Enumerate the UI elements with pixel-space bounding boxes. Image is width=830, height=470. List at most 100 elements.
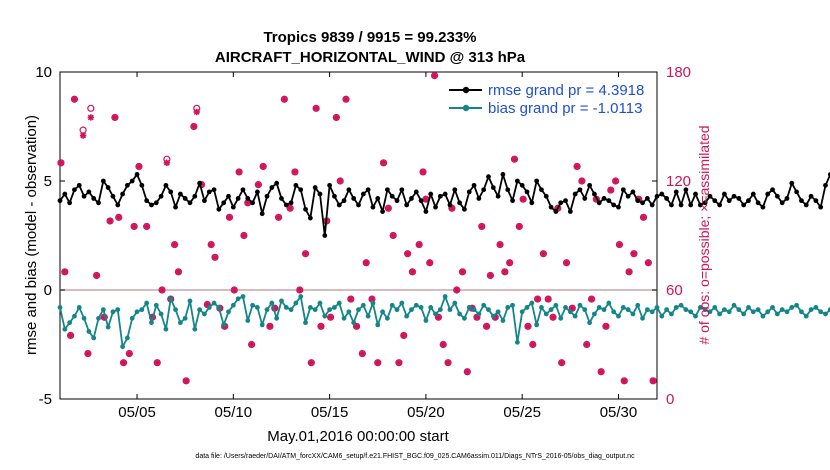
rmse-point <box>774 193 780 199</box>
bias-point <box>649 309 655 315</box>
bias-point <box>177 320 183 326</box>
rmse-point <box>746 198 751 204</box>
bias-point <box>312 307 318 313</box>
count-assimilated-marker <box>266 323 274 330</box>
rmse-point <box>524 189 530 195</box>
rmse-point <box>182 196 188 201</box>
count-assimilated-stroke <box>520 196 527 203</box>
count-assimilated-stroke <box>534 296 541 303</box>
bias-point <box>659 313 665 319</box>
count-assimilated-marker <box>342 96 350 103</box>
count-assimilated-stroke <box>380 159 387 166</box>
count-assimilated-stroke <box>208 241 215 248</box>
y-tick-label-right: 60 <box>666 282 683 299</box>
bias-point <box>693 313 698 319</box>
rmse-point <box>370 204 376 210</box>
bias-point <box>211 300 217 306</box>
count-assimilated-marker <box>182 377 190 385</box>
count-assimilated-marker <box>317 323 325 330</box>
bias-point <box>360 302 366 308</box>
count-assimilated-stroke <box>84 350 91 357</box>
count-assimilated-stroke <box>630 250 637 257</box>
count-assimilated-marker <box>534 295 541 303</box>
rmse-point <box>548 204 554 210</box>
bias-point <box>168 296 174 302</box>
rmse-point <box>254 189 260 195</box>
rmse-point <box>62 191 68 197</box>
count-assimilated-stroke <box>302 250 309 257</box>
rmse-point <box>211 187 217 193</box>
bias-point <box>163 326 169 332</box>
x-tick-label: 05/05 <box>118 404 156 421</box>
bias-point <box>129 315 135 321</box>
count-assimilated-stroke <box>626 268 633 275</box>
bias-point <box>683 307 689 313</box>
bias-point <box>462 315 467 321</box>
count-assimilated-stroke <box>183 377 190 384</box>
count-assimilated-marker <box>353 323 360 330</box>
bias-point <box>746 305 751 310</box>
count-assimilated-marker <box>419 168 427 176</box>
bias-point <box>635 302 641 308</box>
bias-point <box>187 298 193 304</box>
bias-point <box>81 315 87 321</box>
rmse-point <box>437 193 443 199</box>
bias-point <box>370 300 376 306</box>
rmse-point <box>784 196 790 201</box>
rmse-point <box>341 198 347 204</box>
y-axis-label-right: # of obs: o=possible; ×=assimilated <box>696 125 712 344</box>
rmse-point <box>413 189 419 195</box>
count-assimilated-stroke <box>420 168 426 175</box>
rmse-point <box>741 202 747 208</box>
bias-point <box>394 307 400 313</box>
count-assimilated-marker <box>426 259 433 266</box>
count-assimilated-stroke <box>317 323 324 330</box>
chart-subtitle: AIRCRAFT_HORIZONTAL_WIND @ 313 hPa <box>215 49 526 66</box>
rmse-point <box>755 200 761 206</box>
rmse-point <box>365 187 371 193</box>
count-assimilated-stroke <box>126 350 133 357</box>
bias-point <box>702 307 708 313</box>
count-assimilated-marker <box>106 217 114 225</box>
count-assimilated-marker <box>79 132 87 139</box>
count-assimilated-stroke <box>226 214 233 221</box>
bias-point <box>577 302 583 308</box>
rmse-point <box>582 196 588 201</box>
count-assimilated-stroke <box>190 123 197 130</box>
rmse-point <box>601 196 607 201</box>
bias-point <box>770 305 775 310</box>
bias-point <box>322 313 328 319</box>
count-assimilated-stroke <box>385 205 392 212</box>
bias-point <box>476 311 482 317</box>
chart-title: Tropics 9839 / 9915 = 99.233% <box>263 29 476 46</box>
bias-point <box>534 322 540 328</box>
rmse-point <box>433 204 438 210</box>
count-assimilated-marker <box>519 195 527 203</box>
count-assimilated-stroke <box>404 250 411 257</box>
bias-point <box>365 313 371 319</box>
bias-point <box>375 322 381 328</box>
count-assimilated-stroke <box>645 259 652 266</box>
rmse-point <box>794 189 800 195</box>
rmse-point <box>799 198 804 204</box>
rmse-point <box>779 200 785 206</box>
count-assimilated-marker <box>163 159 171 167</box>
count-assimilated-marker <box>496 241 504 248</box>
legend-rmse-label: rmse grand pr = 4.3918 <box>488 82 644 99</box>
bias-point <box>254 305 260 310</box>
count-assimilated-stroke <box>400 332 407 339</box>
count-assimilated-marker <box>409 268 416 276</box>
rmse-point <box>563 198 568 204</box>
bias-point <box>741 311 747 317</box>
rmse-point <box>399 187 405 193</box>
rmse-point <box>428 191 434 197</box>
rmse-point <box>659 191 665 197</box>
rmse-point <box>466 189 472 195</box>
count-assimilated-stroke <box>260 163 267 170</box>
count-assimilated-marker <box>337 177 344 185</box>
count-assimilated-stroke <box>487 272 494 279</box>
count-assimilated-stroke <box>61 268 68 275</box>
rmse-point <box>283 202 289 208</box>
count-assimilated-stroke <box>275 214 282 221</box>
y-tick-label-right: 120 <box>666 173 691 190</box>
